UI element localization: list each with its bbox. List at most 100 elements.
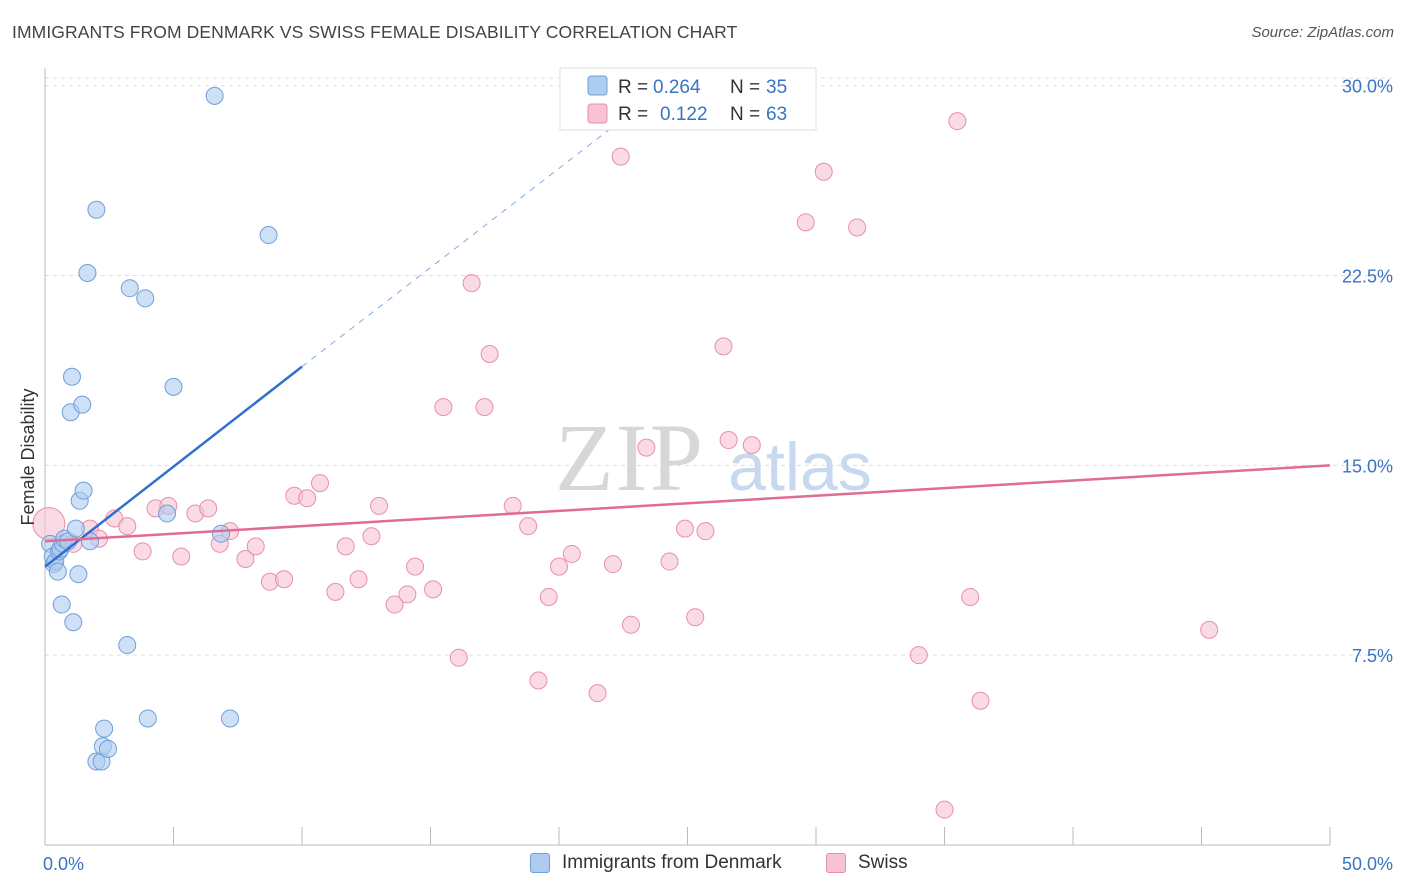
swiss-point xyxy=(714,337,733,356)
denmark-point xyxy=(259,226,278,245)
denmark-point xyxy=(64,613,83,632)
y-tick-label-1: 15.0% xyxy=(1342,456,1393,476)
swiss-point xyxy=(814,162,833,181)
x-tick-labels: 0.0% 50.0% xyxy=(43,854,1393,874)
swiss-point xyxy=(326,582,345,601)
swiss-point xyxy=(275,570,294,589)
swiss-point xyxy=(236,550,255,569)
swiss-point xyxy=(539,587,558,606)
swiss-point xyxy=(909,646,928,665)
legend-swatch-denmark-bottom xyxy=(530,853,550,873)
swiss-point xyxy=(406,557,425,576)
legend-item-swiss: Swiss xyxy=(826,852,908,874)
series-swiss-points xyxy=(32,112,1219,819)
denmark-point xyxy=(164,377,183,396)
denmark-point xyxy=(48,562,67,581)
x-tick-label-max: 50.0% xyxy=(1342,854,1393,874)
denmark-point xyxy=(66,519,85,538)
swiss-point xyxy=(529,671,548,690)
denmark-point xyxy=(74,481,93,500)
denmark-point xyxy=(69,565,88,584)
legend-swatch-swiss xyxy=(587,103,608,124)
denmark-point xyxy=(73,395,92,414)
swiss-trend-line xyxy=(44,464,1331,543)
swiss-point xyxy=(935,800,954,819)
swiss-point xyxy=(310,474,329,493)
legend-n-value-1: 35 xyxy=(766,77,787,98)
swiss-point xyxy=(434,398,453,417)
x-tick-label-min: 0.0% xyxy=(43,854,84,874)
swiss-point xyxy=(424,580,443,599)
denmark-point xyxy=(95,719,114,738)
swiss-point xyxy=(370,496,389,515)
swiss-point xyxy=(133,542,152,561)
swiss-point xyxy=(550,557,568,576)
swiss-point xyxy=(621,615,640,634)
swiss-point xyxy=(362,527,381,546)
swiss-point xyxy=(475,398,494,417)
y-tick-label-0: 7.5% xyxy=(1352,646,1393,666)
denmark-point xyxy=(221,709,240,728)
legend-n-label-2: N = xyxy=(730,104,760,125)
legend-n-label-1: N = xyxy=(730,77,760,98)
swiss-point xyxy=(503,496,522,515)
swiss-point xyxy=(696,522,715,541)
source-label: Source: ZipAtlas.com xyxy=(1251,24,1394,41)
swiss-point xyxy=(336,537,355,556)
legend-r-value-1: 0.264 xyxy=(653,77,701,98)
denmark-point xyxy=(62,367,81,386)
swiss-point xyxy=(398,585,417,604)
swiss-point xyxy=(637,438,656,457)
legend-swatch-denmark xyxy=(587,75,608,96)
y-tick-labels: 7.5% 15.0% 22.5% 30.0% xyxy=(1342,77,1393,666)
swiss-point xyxy=(199,499,218,518)
swiss-point xyxy=(660,552,679,571)
legend-label-denmark: Immigrants from Denmark xyxy=(562,852,782,873)
legend-r-label-1: R = xyxy=(618,77,648,98)
denmark-point xyxy=(87,200,106,219)
denmark-point xyxy=(118,636,137,655)
swiss-point xyxy=(948,112,967,131)
legend-item-denmark: Immigrants from Denmark xyxy=(530,852,782,874)
denmark-point xyxy=(120,279,139,298)
denmark-point xyxy=(138,709,157,728)
chart-title: IMMIGRANTS FROM DENMARK VS SWISS FEMALE … xyxy=(12,22,738,42)
swiss-point xyxy=(562,544,581,563)
denmark-trend-extension xyxy=(301,128,611,368)
swiss-point xyxy=(686,608,705,627)
denmark-point xyxy=(158,504,177,523)
denmark-point xyxy=(212,524,231,543)
watermark-zip: ZIP xyxy=(555,404,705,511)
legend-label-swiss: Swiss xyxy=(858,852,908,873)
denmark-point xyxy=(98,739,117,758)
swiss-point xyxy=(349,570,368,589)
swiss-point xyxy=(719,431,738,450)
y-tick-label-2: 22.5% xyxy=(1342,267,1393,287)
swiss-point xyxy=(480,344,499,363)
bottom-legend: Immigrants from Denmark Swiss xyxy=(0,852,1406,878)
y-tick-label-3: 30.0% xyxy=(1342,77,1393,97)
legend-r-label-2: R = xyxy=(618,104,648,125)
legend-r-value-2: 0.122 xyxy=(660,104,708,125)
swiss-point xyxy=(796,213,815,232)
denmark-trend-line xyxy=(44,365,303,568)
swiss-point xyxy=(611,147,630,166)
swiss-point xyxy=(246,537,265,556)
y-axis-label: Female Disability xyxy=(18,388,38,525)
denmark-point xyxy=(52,595,71,614)
legend: R = 0.264 N = 35 R = 0.122 N = 63 xyxy=(559,67,817,131)
swiss-point xyxy=(603,555,622,574)
swiss-point xyxy=(298,489,317,508)
gridlines xyxy=(45,77,1392,656)
swiss-point xyxy=(742,436,761,455)
swiss-point xyxy=(462,274,481,293)
swiss-point xyxy=(449,648,468,667)
swiss-point xyxy=(1200,620,1219,639)
legend-n-value-2: 63 xyxy=(766,104,787,125)
swiss-point xyxy=(172,547,191,566)
trend-lines xyxy=(44,128,1331,568)
series-denmark-points xyxy=(41,86,278,771)
swiss-point xyxy=(588,684,607,703)
legend-swatch-swiss-bottom xyxy=(826,853,846,873)
